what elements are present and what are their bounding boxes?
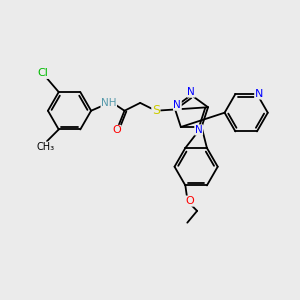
Text: S: S — [152, 104, 160, 117]
Text: O: O — [112, 125, 121, 135]
Text: CH₃: CH₃ — [37, 142, 55, 152]
Text: N: N — [187, 87, 195, 97]
Text: Cl: Cl — [38, 68, 49, 78]
Text: O: O — [185, 196, 194, 206]
Text: N: N — [195, 125, 203, 135]
Text: N: N — [173, 100, 181, 110]
Text: NH: NH — [101, 98, 116, 108]
Text: N: N — [255, 89, 263, 99]
